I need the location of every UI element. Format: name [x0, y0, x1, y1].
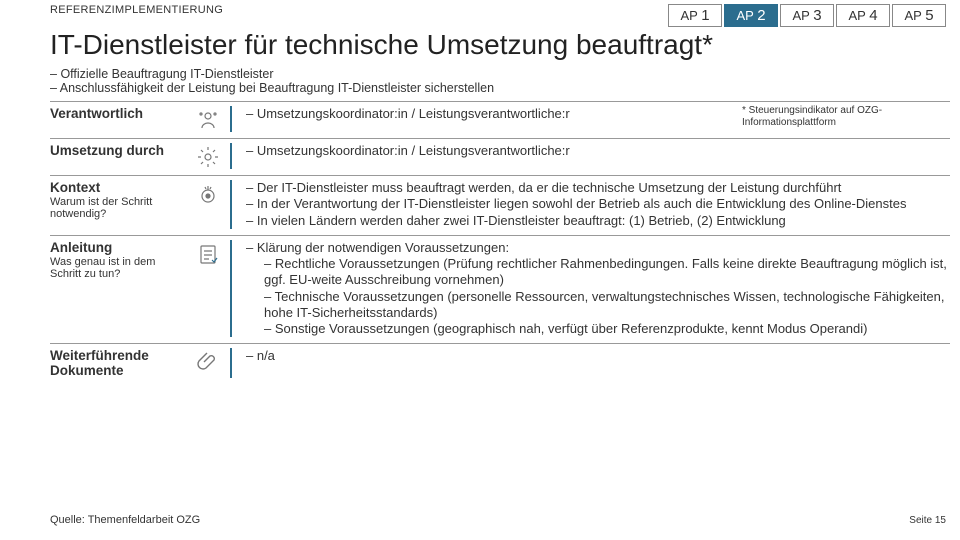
- list-item: Klärung der notwendigen Voraussetzungen:: [246, 240, 950, 256]
- section-sublabel: Was genau ist in dem Schritt zu tun?: [50, 256, 186, 280]
- reference-label: REFERENZIMPLEMENTIERUNG: [50, 4, 200, 17]
- section-content: Umsetzungskoordinator:in / Leistungsvera…: [240, 143, 950, 159]
- section-label: Umsetzung durch: [50, 143, 186, 158]
- intro-item: Anschlussfähigkeit der Leistung bei Beau…: [50, 81, 950, 95]
- ap-tabs: AP 1AP 2AP 3AP 4AP 5: [668, 4, 946, 27]
- ap-tab[interactable]: AP 1: [668, 4, 722, 27]
- source-label: Quelle: Themenfeldarbeit OZG: [50, 514, 200, 526]
- person-icon: [194, 106, 222, 132]
- list-item: Rechtliche Voraussetzungen (Prüfung rech…: [246, 256, 950, 289]
- clip-icon: [194, 348, 222, 374]
- page-number: Seite 15: [909, 515, 946, 526]
- section-anleitung: Anleitung Was genau ist in dem Schritt z…: [50, 235, 950, 344]
- list-item: Der IT-Dienstleister muss beauftragt wer…: [246, 180, 950, 196]
- section-dokumente: Weiterführende Dokumente n/a: [50, 343, 950, 384]
- list-item: In der Verantwortung der IT-Dienstleiste…: [246, 196, 950, 212]
- section-umsetzung: Umsetzung durch Umsetzungskoordinator:in…: [50, 138, 950, 175]
- gear-icon: [194, 143, 222, 169]
- section-sublabel: Warum ist der Schritt notwendig?: [50, 196, 186, 220]
- list-item: Technische Voraussetzungen (personelle R…: [246, 289, 950, 322]
- list-item: In vielen Ländern werden daher zwei IT-D…: [246, 213, 950, 229]
- checklist-icon: [194, 240, 222, 266]
- footnote: * Steuerungsindikator auf OZG-Informatio…: [742, 105, 942, 129]
- section-content: n/a: [240, 348, 950, 364]
- list-item: Sonstige Voraussetzungen (geographisch n…: [246, 321, 950, 337]
- section-content: Klärung der notwendigen Voraussetzungen:…: [240, 240, 950, 338]
- context-icon: [194, 180, 222, 206]
- list-item: n/a: [246, 348, 950, 364]
- ap-tab[interactable]: AP 2: [724, 4, 778, 27]
- ap-tab[interactable]: AP 3: [780, 4, 834, 27]
- section-label: Anleitung: [50, 240, 186, 255]
- section-label: Verantwortlich: [50, 106, 186, 121]
- section-content: Der IT-Dienstleister muss beauftragt wer…: [240, 180, 950, 229]
- list-item: Umsetzungskoordinator:in / Leistungsvera…: [246, 143, 950, 159]
- page-title: IT-Dienstleister für technische Umsetzun…: [0, 27, 960, 63]
- section-label: Weiterführende Dokumente: [50, 348, 186, 378]
- intro-item: Offizielle Beauftragung IT-Dienstleister: [50, 67, 950, 81]
- ap-tab[interactable]: AP 4: [836, 4, 890, 27]
- intro-list: Offizielle Beauftragung IT-Dienstleister…: [0, 63, 960, 101]
- section-kontext: Kontext Warum ist der Schritt notwendig?…: [50, 175, 950, 235]
- ap-tab[interactable]: AP 5: [892, 4, 946, 27]
- section-label: Kontext: [50, 180, 186, 195]
